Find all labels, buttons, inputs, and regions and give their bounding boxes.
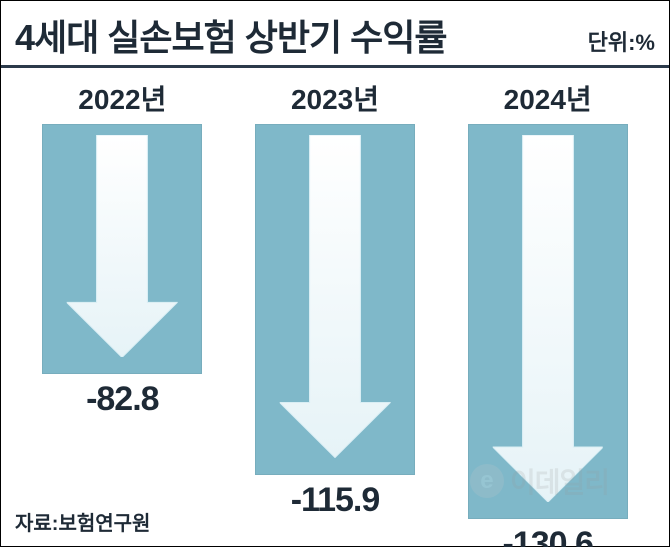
bar: [42, 124, 202, 374]
bar: [468, 124, 628, 519]
chart-container: 4세대 실손보험 상반기 수익률 단위:% 2022년 -82.8 2023년 -11…: [0, 0, 670, 547]
down-arrow-icon: [67, 135, 178, 357]
year-label: 2024년: [504, 78, 592, 118]
chart-header: 4세대 실손보험 상반기 수익률 단위:%: [1, 1, 669, 68]
watermark: e 이데일리: [470, 461, 609, 501]
chart-title: 4세대 실손보험 상반기 수익률: [15, 9, 446, 61]
plot-area: 2022년-82.82023년-115.92024년-130.6: [1, 68, 669, 528]
down-arrow-icon: [492, 135, 603, 502]
watermark-icon: e: [470, 464, 504, 498]
bar: [255, 124, 415, 475]
value-label: -115.9: [291, 481, 380, 520]
bar-group: 2022년 -82.8: [31, 68, 214, 419]
year-label: 2022년: [78, 78, 166, 118]
year-label: 2023년: [291, 78, 379, 118]
chart-unit: 단위:%: [588, 25, 655, 57]
bar-group: 2023년 -115.9: [244, 68, 427, 520]
chart-source: 자료:보험연구원: [15, 507, 150, 536]
value-label: -82.8: [86, 380, 159, 419]
down-arrow-icon: [280, 135, 391, 458]
value-label: -130.6: [502, 525, 592, 547]
watermark-text: 이데일리: [510, 461, 609, 501]
bars-row: 2022년-82.82023년-115.92024년-130.6: [21, 68, 649, 528]
